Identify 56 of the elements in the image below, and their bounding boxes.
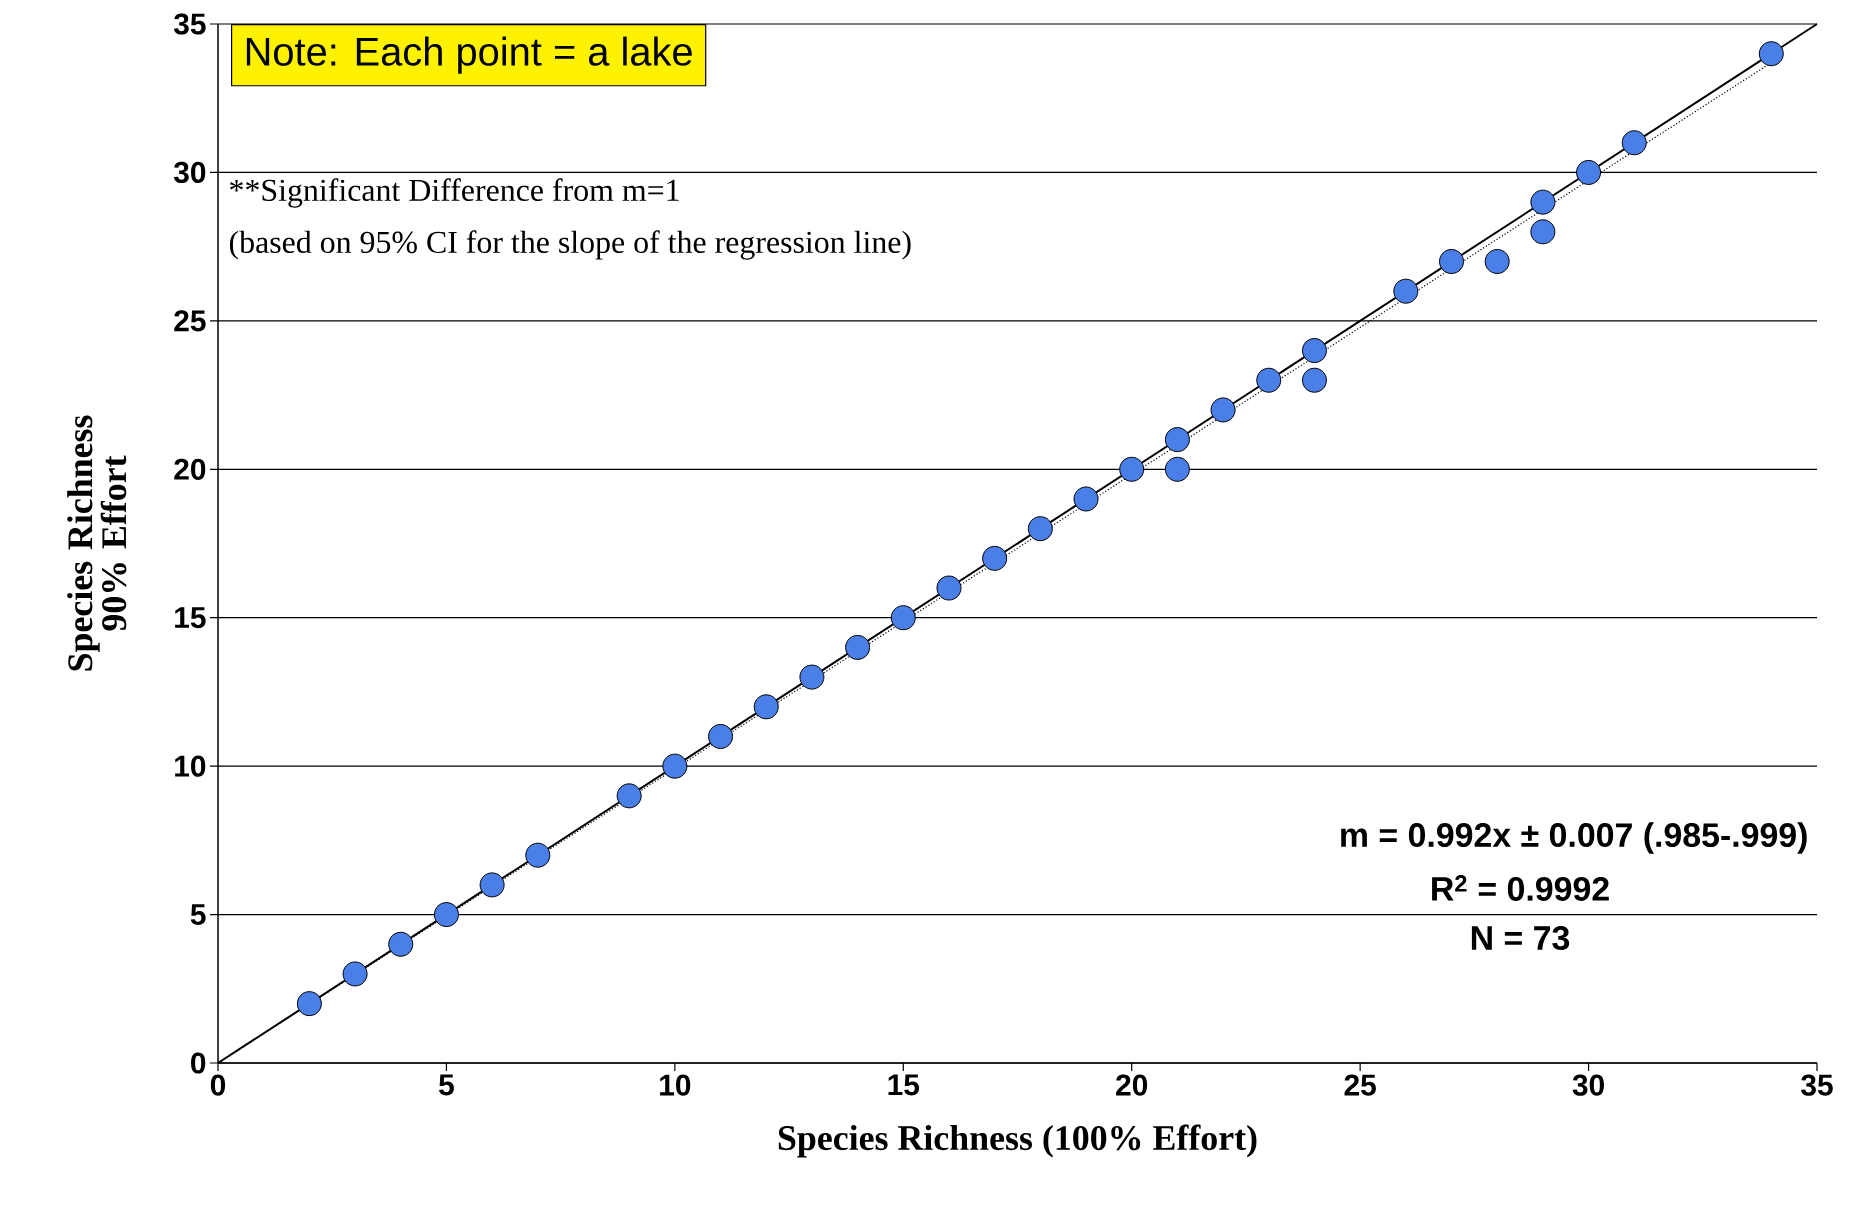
annotation: R$^{2}$ = 0.9992 bbox=[1432, 875, 1609, 901]
point bbox=[799, 664, 825, 690]
x-tick-label: 15 bbox=[888, 1074, 920, 1096]
x-tick-label: 25 bbox=[1344, 1074, 1376, 1096]
x-axis-title: Species Richness (100% Effort) bbox=[778, 1124, 1257, 1158]
point bbox=[479, 872, 505, 898]
point bbox=[753, 694, 779, 720]
y-tick-label: 0 bbox=[191, 1052, 206, 1074]
y-tick-label: 5 bbox=[190, 904, 206, 925]
point bbox=[1256, 367, 1282, 393]
point bbox=[388, 931, 414, 957]
point bbox=[1073, 486, 1099, 512]
point bbox=[1164, 456, 1190, 482]
x-tick-label: 10 bbox=[660, 1074, 691, 1096]
point bbox=[1301, 367, 1327, 393]
annotation: (based on 95% CI for the slope of the regression line) bbox=[229, 230, 911, 260]
y-tick-label: 15 bbox=[175, 607, 206, 629]
x-tick-label: 30 bbox=[1572, 1074, 1604, 1096]
annotation: Note: Each point = a lake bbox=[246, 36, 692, 74]
point bbox=[1530, 189, 1556, 215]
point bbox=[1301, 338, 1327, 364]
point bbox=[342, 961, 368, 987]
point bbox=[1164, 427, 1190, 453]
point bbox=[1439, 249, 1465, 274]
y-tick-label: 20 bbox=[174, 458, 206, 480]
y-tick-label: 30 bbox=[173, 161, 206, 184]
x-tick-label: 0 bbox=[210, 1074, 226, 1096]
point bbox=[845, 634, 871, 660]
point bbox=[1621, 130, 1647, 156]
point bbox=[936, 575, 962, 601]
point bbox=[982, 545, 1008, 571]
point bbox=[1119, 456, 1145, 482]
annotation: **Significant Difference from m=1 bbox=[230, 178, 679, 208]
point bbox=[1576, 159, 1602, 185]
annotation: N = 73 bbox=[1471, 925, 1570, 951]
point bbox=[433, 902, 459, 928]
x-tick-label: 35 bbox=[1801, 1074, 1833, 1096]
point bbox=[708, 723, 734, 749]
point bbox=[890, 605, 916, 631]
point bbox=[1758, 41, 1784, 67]
x-tick-label: 5 bbox=[439, 1074, 454, 1096]
point bbox=[1393, 278, 1419, 304]
x-tick-label: 20 bbox=[1116, 1074, 1148, 1096]
y-tick-label: 35 bbox=[173, 13, 206, 35]
point bbox=[1210, 397, 1236, 423]
annotation: m = 0.992x ± 0.007 (.985-.999) bbox=[1341, 822, 1807, 854]
point bbox=[296, 991, 322, 1017]
point bbox=[616, 783, 642, 809]
y-tick-label: 25 bbox=[174, 310, 206, 332]
point bbox=[525, 842, 551, 868]
point bbox=[662, 753, 688, 779]
point bbox=[1484, 249, 1510, 274]
y-axis-title: Species Richness 90% Effort bbox=[67, 415, 127, 671]
point bbox=[1530, 219, 1556, 245]
point bbox=[1027, 516, 1053, 542]
y-tick-label: 10 bbox=[175, 755, 206, 777]
